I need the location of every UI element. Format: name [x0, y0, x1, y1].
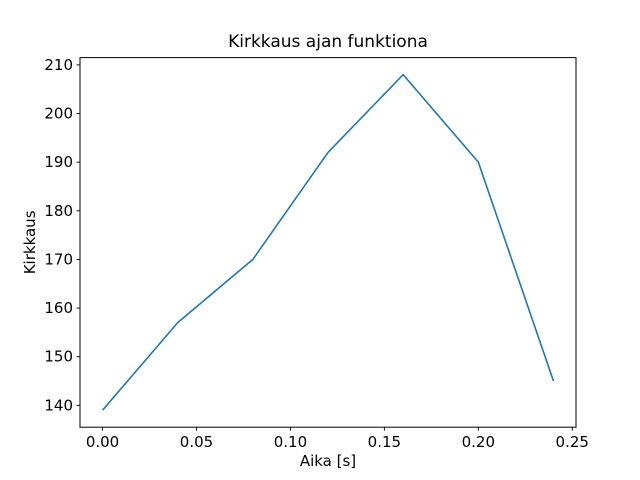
- y-tick-label: 190: [44, 153, 73, 171]
- y-tick-label: 170: [44, 250, 73, 268]
- y-tick-label: 210: [44, 56, 73, 74]
- x-tick-label: 0.20: [462, 433, 495, 451]
- y-tick-label: 150: [44, 348, 73, 366]
- brightness-line: [101, 73, 555, 411]
- x-ticks: 0.00 0.05 0.10 0.15 0.20 0.25: [86, 427, 589, 451]
- plot-border: [79, 57, 577, 428]
- y-axis-label: Kirkkaus: [21, 210, 39, 274]
- y-tick-label: 140: [44, 396, 73, 414]
- x-tick-label: 0.25: [556, 433, 589, 451]
- x-tick-label: 0.15: [368, 433, 401, 451]
- y-ticks: 140 150 160 170 180 190 200 210: [44, 56, 80, 414]
- y-tick-label: 200: [44, 105, 73, 123]
- chart-title: Kirkkaus ajan funktiona: [228, 32, 428, 52]
- y-tick-label: 180: [44, 202, 73, 220]
- x-tick-label: 0.05: [180, 433, 213, 451]
- x-axis-label: Aika [s]: [300, 452, 356, 470]
- x-tick-label: 0.10: [274, 433, 307, 451]
- y-tick-label: 160: [44, 299, 73, 317]
- x-tick-label: 0.00: [86, 433, 119, 451]
